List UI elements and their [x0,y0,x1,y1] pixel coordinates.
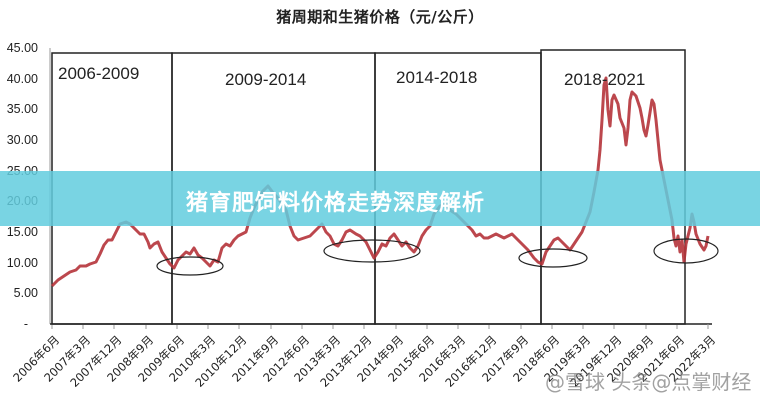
period-label: 2014-2018 [396,68,478,87]
banner-title: 猪育肥饲料价格走势深度解析 [186,191,486,216]
period-label: 2006-2009 [58,64,140,83]
title-banner [0,171,760,226]
y-tick-label: 15.00 [6,225,38,239]
y-tick-label: 30.00 [6,133,38,147]
watermark: @雪球 头条@点掌财经 [545,370,752,394]
trough-ellipse-2021 [653,238,719,264]
y-tick-label: 35.00 [6,102,38,116]
chart-title: 猪周期和生猪价格（元/公斤） [276,8,484,26]
y-tick-label: 45.00 [6,41,38,55]
trough-ellipse-2009 [156,256,224,276]
period-label: 2018-2021 [564,70,646,89]
trough-ellipse-2018 [518,248,588,268]
x-axis-ticks [51,324,709,329]
y-tick-label: - [23,317,28,331]
trough-ellipse-2014 [323,239,421,263]
price-line [50,76,710,288]
y-tick-label: 10.00 [6,256,38,270]
period-label: 2009-2014 [225,70,307,89]
y-tick-label: 5.00 [13,286,38,300]
y-tick-label: 40.00 [6,72,38,86]
